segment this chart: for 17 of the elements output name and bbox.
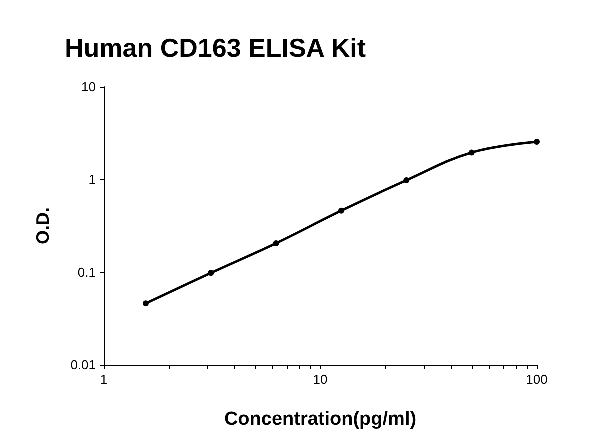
point <box>404 177 410 184</box>
x-axis-title: Concentration(pg/ml) <box>224 409 417 430</box>
y-tick-label: 0.1 <box>78 264 96 280</box>
y-tick-label: 1 <box>88 172 96 188</box>
x-tick-label: 100 <box>526 372 548 387</box>
chart-title: Human CD163 ELISA Kit <box>65 33 366 63</box>
point <box>338 208 344 214</box>
point <box>273 240 280 246</box>
x-tick-label: 10 <box>313 372 328 387</box>
point <box>208 270 214 276</box>
x-tick-label: 1 <box>100 372 108 387</box>
point <box>468 150 475 156</box>
point <box>534 138 540 145</box>
y-tick-label: 10 <box>82 80 96 94</box>
point <box>142 300 149 307</box>
y-axis-title: O.D. <box>33 207 53 245</box>
y-tick-label: 0.01 <box>70 358 96 372</box>
